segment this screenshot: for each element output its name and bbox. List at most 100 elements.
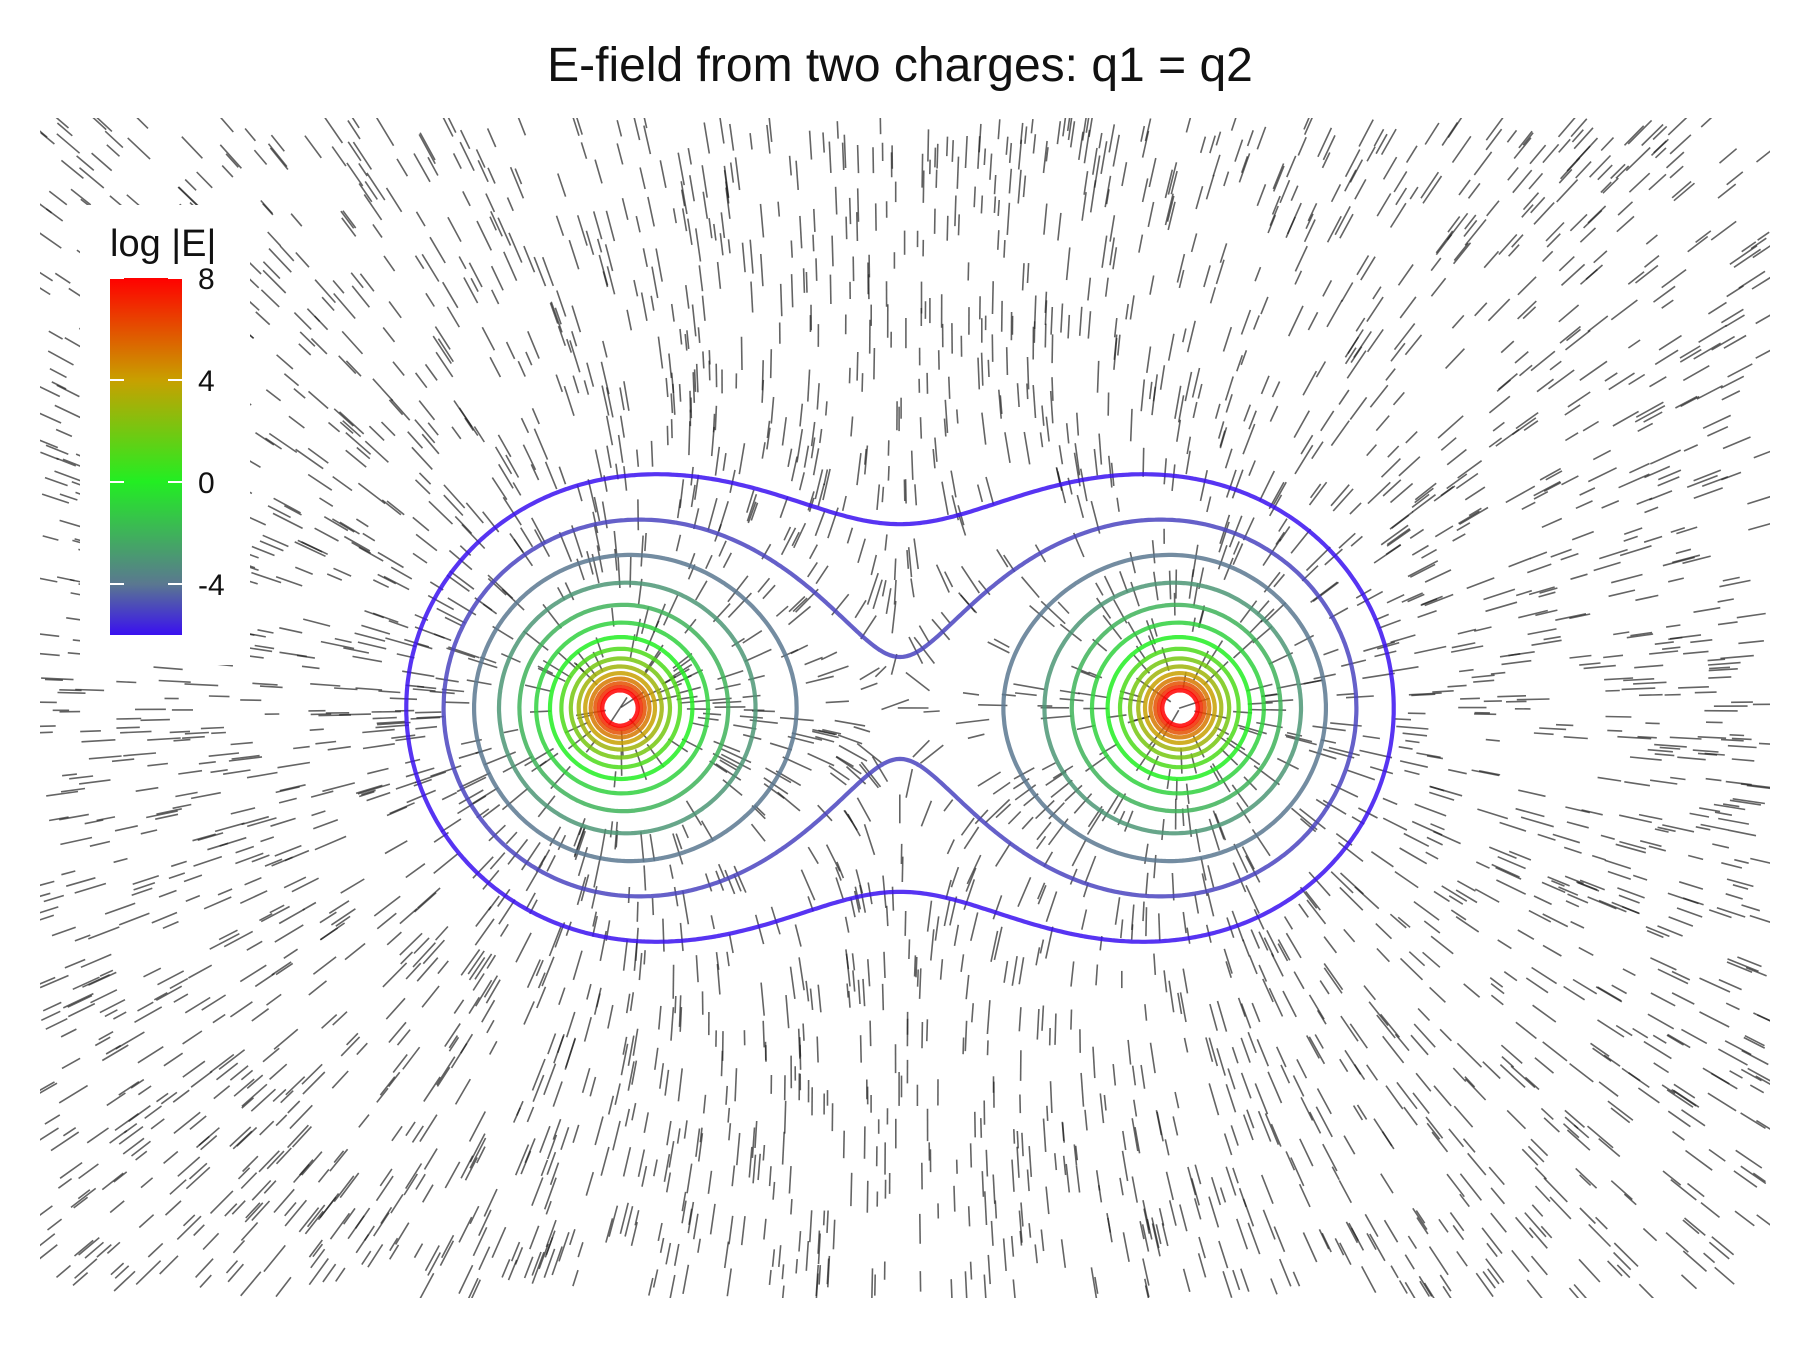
field-segment [609, 821, 614, 838]
field-segment [356, 1042, 368, 1056]
field-segment [998, 389, 1002, 419]
field-segment [1626, 633, 1654, 639]
field-segment [1190, 233, 1198, 253]
field-segment [278, 908, 305, 925]
field-segment [1407, 560, 1439, 578]
field-segment [92, 118, 107, 131]
field-segment [1669, 736, 1702, 740]
field-segment [556, 1034, 565, 1054]
field-segment [379, 1076, 396, 1096]
field-segment [943, 571, 954, 588]
field-segment [412, 552, 428, 564]
field-segment [1649, 650, 1679, 655]
field-segment [604, 244, 614, 272]
field-segment [277, 761, 311, 769]
field-segment [816, 1036, 819, 1063]
field-segment [1407, 593, 1425, 603]
field-segment [939, 959, 944, 980]
field-segment [722, 452, 727, 471]
field-segment [44, 1114, 61, 1125]
field-segment [338, 355, 357, 375]
field-segment [672, 833, 684, 865]
field-segment [188, 1162, 208, 1180]
field-segment [828, 765, 850, 781]
field-segment [710, 426, 715, 457]
field-segment [213, 1085, 231, 1100]
field-segment [769, 349, 773, 379]
field-segment [1552, 833, 1581, 844]
field-segment [960, 565, 980, 594]
field-segment [1678, 881, 1704, 890]
field-segment [571, 331, 578, 347]
field-segment [1738, 640, 1764, 645]
field-segment [405, 962, 422, 980]
field-segment [1520, 816, 1554, 828]
field-segment [1425, 1116, 1444, 1139]
field-segment [1163, 458, 1167, 485]
field-segment [1270, 953, 1284, 977]
field-segment [740, 1216, 746, 1246]
field-segment [45, 444, 69, 455]
field-segment [1407, 1235, 1418, 1250]
field-segment [1405, 145, 1418, 164]
field-segment [90, 989, 118, 1004]
field-segment [1500, 1044, 1523, 1065]
field-segment [1147, 755, 1160, 781]
field-segment [1682, 1250, 1708, 1273]
field-segment [1707, 425, 1729, 437]
field-segment [1083, 170, 1089, 195]
field-segment [1214, 403, 1221, 419]
field-segment [540, 1159, 549, 1177]
field-segment [677, 152, 685, 186]
field-segment [822, 468, 831, 501]
field-segment [860, 682, 878, 691]
field-segment [1236, 355, 1244, 372]
field-segment [990, 930, 999, 962]
field-segment [1632, 874, 1648, 881]
field-segment [1699, 977, 1731, 993]
field-segment [284, 849, 310, 862]
field-segment [489, 216, 497, 231]
field-segment [372, 223, 383, 238]
field-segment [175, 791, 198, 798]
field-segment [1527, 628, 1557, 636]
field-segment [486, 128, 497, 148]
field-segment [586, 550, 594, 575]
field-segment [587, 479, 597, 513]
field-segment [1398, 456, 1421, 477]
field-segment [389, 1244, 400, 1260]
field-segment [1103, 1094, 1107, 1111]
field-segment [1051, 334, 1054, 364]
field-segment [1613, 1251, 1632, 1271]
field-segment [689, 390, 692, 413]
field-segment [931, 618, 951, 641]
field-segment [200, 1134, 218, 1151]
field-segment [848, 197, 852, 225]
field-segment [1563, 736, 1588, 740]
field-segment [1234, 139, 1244, 162]
field-segment [1661, 268, 1687, 289]
field-segment [1575, 1167, 1598, 1189]
field-segment [361, 1250, 372, 1266]
field-segment [1736, 612, 1766, 619]
field-segment [40, 1082, 58, 1094]
field-segment [807, 369, 811, 402]
field-segment [750, 823, 766, 842]
field-segment [1042, 140, 1048, 174]
field-segment [1302, 370, 1318, 396]
field-segment [1140, 1064, 1146, 1089]
field-segment [481, 999, 496, 1023]
field-segment [1728, 829, 1757, 837]
field-segment [1440, 437, 1457, 451]
field-segment [390, 566, 413, 580]
field-segment [893, 579, 897, 605]
field-segment [396, 158, 409, 177]
field-segment [1603, 1054, 1621, 1067]
field-segment [1485, 128, 1503, 151]
field-segment [913, 636, 936, 664]
field-segment [377, 573, 397, 585]
field-segment [854, 599, 867, 619]
field-segment [1163, 970, 1168, 993]
field-segment [1363, 985, 1377, 1001]
field-segment [1394, 870, 1419, 889]
